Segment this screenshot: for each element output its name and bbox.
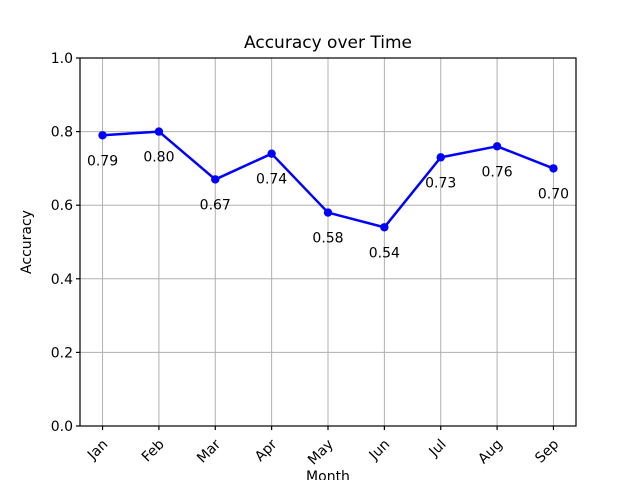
x-tick-label: Jan (84, 437, 111, 464)
x-tick-label: Aug (475, 437, 506, 468)
data-point-label: 0.74 (256, 172, 287, 188)
chart-title: Accuracy over Time (244, 33, 412, 53)
data-point (154, 127, 164, 136)
y-tick-label: 0.2 (51, 345, 73, 361)
y-tick-label: 0.6 (51, 198, 73, 214)
data-point (549, 164, 558, 173)
data-point-label: 0.80 (143, 150, 174, 166)
data-point-label: 0.76 (482, 164, 513, 180)
x-axis-label: Month (306, 469, 350, 480)
x-tick-label: May (305, 437, 337, 469)
y-tick-label: 0.4 (51, 272, 73, 288)
data-point (211, 175, 220, 184)
y-axis-label: Accuracy (19, 210, 35, 274)
data-point (98, 131, 107, 140)
data-point (492, 142, 502, 151)
y-tick-label: 1.0 (51, 51, 73, 67)
data-point (380, 223, 389, 232)
x-tick-label: Jul (426, 437, 450, 461)
x-tick-label: Apr (252, 436, 281, 465)
y-tick-label: 0.8 (51, 125, 73, 141)
data-point-label: 0.58 (312, 231, 343, 247)
y-tick-label: 0.0 (51, 419, 73, 435)
data-point-label: 0.73 (425, 175, 456, 191)
x-tick-label: Jun (366, 437, 393, 464)
x-tick-label: Mar (194, 436, 224, 466)
data-point-label: 0.70 (538, 186, 569, 202)
x-tick-label: Feb (139, 436, 168, 465)
data-point-label: 0.79 (87, 153, 118, 169)
data-point-label: 0.67 (200, 197, 231, 213)
series-layer: 0.79 0.80 0.67 0.74 0.58 0.54 0.73 0.76 0.70 (87, 127, 569, 261)
x-tick-label: Sep (532, 436, 562, 466)
data-point-label: 0.54 (369, 245, 400, 261)
data-point (436, 153, 445, 162)
data-point (267, 149, 276, 158)
data-point (323, 208, 333, 217)
